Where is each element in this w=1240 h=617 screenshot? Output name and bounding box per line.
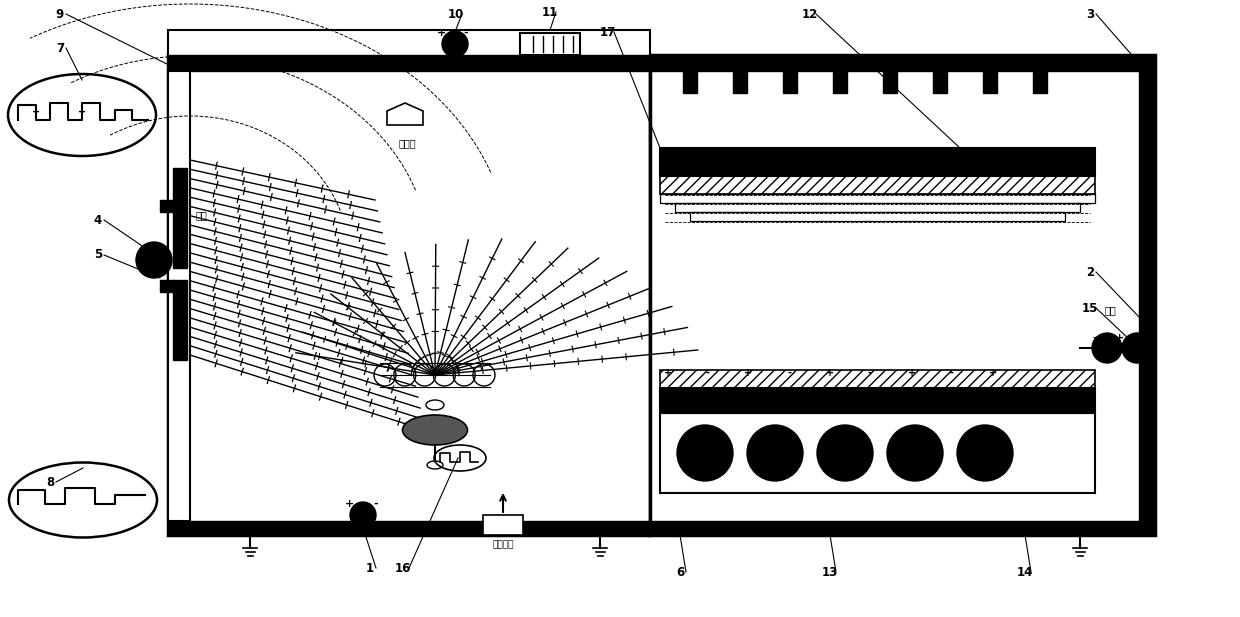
Bar xyxy=(174,168,187,268)
Text: 3: 3 xyxy=(1086,7,1094,20)
Text: -: - xyxy=(706,368,711,378)
Text: -: - xyxy=(1092,333,1097,343)
Bar xyxy=(1140,55,1154,535)
Bar xyxy=(833,71,847,93)
Text: -: - xyxy=(868,368,872,378)
Text: -: - xyxy=(1135,355,1140,365)
Circle shape xyxy=(817,425,873,481)
Text: 10: 10 xyxy=(448,7,464,20)
Circle shape xyxy=(350,502,376,528)
Text: 1: 1 xyxy=(366,561,374,574)
Text: +: + xyxy=(663,368,672,378)
Text: 水冷: 水冷 xyxy=(196,210,208,220)
Bar xyxy=(660,413,1095,493)
Bar xyxy=(650,521,1154,535)
Text: 2: 2 xyxy=(1086,265,1094,278)
Text: 9: 9 xyxy=(56,7,64,20)
Text: -: - xyxy=(464,28,469,38)
Text: 11: 11 xyxy=(542,6,558,19)
Text: +: + xyxy=(908,368,916,378)
Bar xyxy=(660,148,1095,176)
Text: 17: 17 xyxy=(600,25,616,38)
Text: +: + xyxy=(1102,355,1111,365)
Circle shape xyxy=(957,425,1013,481)
Bar xyxy=(782,71,797,93)
Bar xyxy=(675,203,1080,212)
Circle shape xyxy=(441,31,467,57)
Text: 15: 15 xyxy=(1081,302,1099,315)
Text: -: - xyxy=(950,368,954,378)
Bar xyxy=(167,55,650,71)
Bar xyxy=(1033,71,1047,93)
Text: 12: 12 xyxy=(802,7,818,20)
Circle shape xyxy=(887,425,942,481)
Text: +: + xyxy=(990,368,997,378)
Text: 4: 4 xyxy=(94,213,102,226)
Bar xyxy=(660,370,1095,388)
Text: +: + xyxy=(78,107,86,117)
Bar xyxy=(650,55,1154,71)
Bar xyxy=(660,388,1095,413)
Ellipse shape xyxy=(403,415,467,445)
Text: 14: 14 xyxy=(1017,566,1033,579)
Bar xyxy=(883,71,897,93)
Bar xyxy=(932,71,947,93)
Text: -: - xyxy=(373,499,378,509)
Circle shape xyxy=(1092,333,1122,363)
Text: +: + xyxy=(32,107,40,117)
Text: 抽真空: 抽真空 xyxy=(398,138,415,148)
Bar xyxy=(167,521,650,535)
Bar xyxy=(174,280,187,360)
Text: 13: 13 xyxy=(822,566,838,579)
Bar xyxy=(689,212,1065,221)
Bar xyxy=(167,30,650,58)
Text: +: + xyxy=(744,368,753,378)
Circle shape xyxy=(746,425,804,481)
Text: 6: 6 xyxy=(676,566,684,579)
Text: 反应气体: 反应气体 xyxy=(492,540,513,550)
Text: +: + xyxy=(346,499,355,509)
Bar xyxy=(660,176,1095,194)
Text: 16: 16 xyxy=(394,561,412,574)
Bar xyxy=(983,71,997,93)
Text: 8: 8 xyxy=(46,476,55,489)
Text: +: + xyxy=(438,28,446,38)
Bar xyxy=(683,71,697,93)
Text: 水冷: 水冷 xyxy=(1104,305,1116,315)
Bar xyxy=(167,55,650,535)
Bar xyxy=(520,33,580,55)
Bar xyxy=(733,71,746,93)
Bar xyxy=(650,55,1154,535)
Bar xyxy=(484,515,523,535)
Bar xyxy=(160,200,174,212)
Text: +: + xyxy=(826,368,835,378)
Circle shape xyxy=(677,425,733,481)
Bar xyxy=(167,71,190,521)
Circle shape xyxy=(1122,333,1152,363)
Text: 5: 5 xyxy=(94,249,102,262)
Circle shape xyxy=(136,242,172,278)
Text: +: + xyxy=(1115,333,1125,343)
Text: 7: 7 xyxy=(56,41,64,54)
Text: -: - xyxy=(787,368,792,378)
Bar xyxy=(160,280,174,292)
Bar xyxy=(660,194,1095,203)
